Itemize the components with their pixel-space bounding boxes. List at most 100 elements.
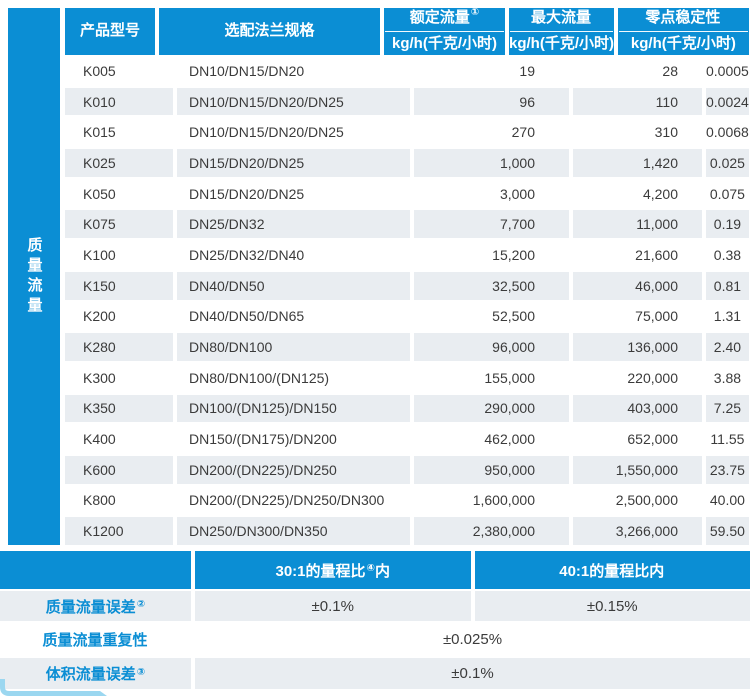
rated-flow-cell: 96,000 [414,333,569,361]
mass-flow-error-40-value: ±0.15% [474,591,750,621]
spec-row-mass-flow-error: 质量流量误差 ② ±0.1% ±0.15% [0,591,750,621]
max-flow-cell: 21,600 [573,241,702,269]
max-flow-cell: 3,266,000 [573,517,702,545]
rated-flow-cell: 290,000 [414,394,569,423]
category-sidebar: 质量流量 [8,8,60,545]
flange-spec-cell: DN40/DN50/DN65 [177,302,410,331]
volume-flow-error-label: 体积流量误差 ③ [0,658,191,689]
flange-spec-cell: DN150/(DN175)/DN200 [177,425,410,453]
flange-spec-cell: DN80/DN100/(DN125) [177,363,410,392]
table-row: K1200 DN250/DN300/DN350 2,380,000 3,266,… [65,517,749,545]
flange-spec-cell: DN100/(DN125)/DN150 [177,394,410,423]
column-header-max-flow: 最大流量 kg/h(千克/小时) [509,8,614,55]
flange-spec-cell: DN250/DN300/DN350 [177,517,410,545]
table-row: K200 DN40/DN50/DN65 52,500 75,000 1.31 [65,302,749,331]
accuracy-specs-section: 30:1的量程比 ④ 内 40:1的量程比内 质量流量误差 ② ±0.1% ±0.15… [0,551,750,689]
rated-flow-cell: 32,500 [414,271,569,300]
flange-spec-cell: DN25/DN32/DN40 [177,241,410,269]
table-row: K350 DN100/(DN125)/DN150 290,000 403,000… [65,394,749,423]
zero-stability-cell: 0.0068 [706,118,749,147]
rated-flow-cell: 96 [414,87,569,116]
rated-flow-cell: 2,380,000 [414,517,569,545]
rated-flow-cell: 19 [414,57,569,85]
max-flow-title: 最大流量 [510,9,613,32]
mass-flow-error-text: 质量流量误差 [45,598,136,616]
max-flow-cell: 1,420 [573,149,702,177]
footnote-1-marker: ① [470,7,480,19]
max-flow-cell: 1,550,000 [573,455,702,484]
repeatability-label: 质量流量重复性 [0,623,191,656]
table-row: K280 DN80/DN100 96,000 136,000 2.40 [65,333,749,361]
zero-stability-cell: 0.075 [706,179,749,208]
zero-stability-cell: 59.50 [706,517,749,545]
max-flow-cell: 220,000 [573,363,702,392]
table-row: K400 DN150/(DN175)/DN200 462,000 652,000… [65,425,749,453]
max-flow-cell: 136,000 [573,333,702,361]
model-cell: K150 [65,271,173,300]
zero-stability-cell: 3.88 [706,363,749,392]
corner-decoration-line [0,679,107,696]
table-row: K010 DN10/DN15/DN20/DN25 96 110 0.0024 [65,87,749,116]
spec-table: 产品型号 选配法兰规格 额定流量① kg/h(千克/小时) 最大流量 kg/h(… [65,8,749,545]
model-cell: K350 [65,394,173,423]
zero-stability-cell: 1.31 [706,302,749,331]
zero-stability-cell: 40.00 [706,486,749,515]
zero-stability-cell: 0.19 [706,210,749,239]
zero-stability-cell: 2.40 [706,333,749,361]
table-row: K150 DN40/DN50 32,500 46,000 0.81 [65,271,749,300]
table-row: K015 DN10/DN15/DN20/DN25 270 310 0.0068 [65,118,749,147]
rated-flow-title: 额定流量① [385,7,504,32]
max-flow-cell: 11,000 [573,210,702,239]
table-row: K600 DN200/(DN225)/DN250 950,000 1,550,0… [65,455,749,484]
rated-flow-cell: 3,000 [414,179,569,208]
spec-row-volume-flow-error: 体积流量误差 ③ ±0.1% [0,658,750,689]
max-flow-cell: 4,200 [573,179,702,208]
column-header-flange: 选配法兰规格 [159,8,380,55]
flange-spec-cell: DN10/DN15/DN20/DN25 [177,87,410,116]
spec-row-repeatability: 质量流量重复性 ±0.025% [0,623,750,656]
zero-stability-cell: 0.025 [706,149,749,177]
rated-flow-cell: 462,000 [414,425,569,453]
max-flow-cell: 2,500,000 [573,486,702,515]
range-40-1-header: 40:1的量程比内 [474,551,750,589]
model-cell: K400 [65,425,173,453]
max-flow-cell: 28 [573,57,702,85]
model-cell: K800 [65,486,173,515]
rated-flow-cell: 15,200 [414,241,569,269]
table-row: K075 DN25/DN32 7,700 11,000 0.19 [65,210,749,239]
model-cell: K015 [65,118,173,147]
zero-stability-text: 零点稳定性 [645,9,721,27]
column-header-rated-flow: 额定流量① kg/h(千克/小时) [384,8,505,55]
volume-flow-error-value: ±0.1% [195,658,750,689]
max-flow-cell: 46,000 [573,271,702,300]
mass-flow-error-label: 质量流量误差 ② [0,591,191,621]
model-cell: K025 [65,149,173,177]
zero-stability-cell: 11.55 [706,425,749,453]
range-30-1-suffix: 内 [374,562,390,580]
rated-flow-cell: 1,600,000 [414,486,569,515]
column-header-model: 产品型号 [65,8,155,55]
zero-stability-cell: 7.25 [706,394,749,423]
mass-flow-table-section: 质量流量 产品型号 选配法兰规格 额定流量① kg/h(千克/小时) 最大流量 … [8,8,749,545]
zero-stability-cell: 0.38 [706,241,749,269]
rated-flow-cell: 950,000 [414,455,569,484]
model-cell: K075 [65,210,173,239]
max-flow-cell: 403,000 [573,394,702,423]
range-40-1-text: 40:1的量程比内 [559,562,665,580]
rated-flow-cell: 270 [414,118,569,147]
max-flow-cell: 310 [573,118,702,147]
model-cell: K200 [65,302,173,331]
model-cell: K010 [65,87,173,116]
rated-flow-unit: kg/h(千克/小时) [392,35,497,52]
rated-flow-text: 额定流量 [409,9,470,27]
max-flow-cell: 110 [573,87,702,116]
flange-spec-cell: DN80/DN100 [177,333,410,361]
table-row: K300 DN80/DN100/(DN125) 155,000 220,000 … [65,363,749,392]
max-flow-unit: kg/h(千克/小时) [509,35,614,52]
table-row: K050 DN15/DN20/DN25 3,000 4,200 0.075 [65,179,749,208]
model-cell: K300 [65,363,173,392]
range-30-1-header: 30:1的量程比 ④ 内 [195,551,471,589]
table-row: K100 DN25/DN32/DN40 15,200 21,600 0.38 [65,241,749,269]
model-cell: K050 [65,179,173,208]
zero-stability-cell: 0.81 [706,271,749,300]
